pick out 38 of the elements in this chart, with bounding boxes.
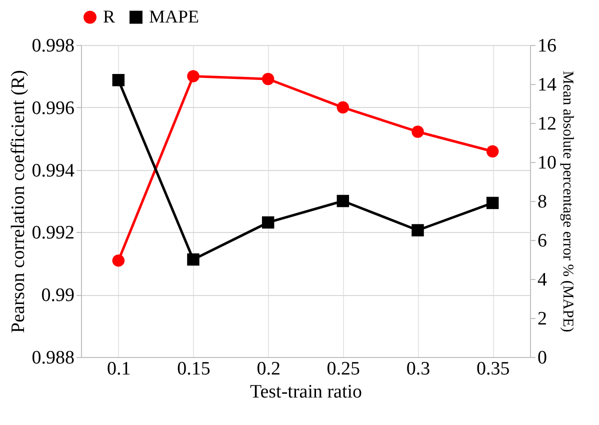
y-tick-label: 0.988	[32, 348, 74, 368]
point	[262, 72, 274, 86]
legend-label: R	[103, 6, 116, 26]
y2-tick-label: 2	[538, 308, 547, 330]
y2-tick-label: 10	[538, 152, 556, 174]
y-tick-label: 0.998	[32, 36, 74, 56]
y-axis-title: Pearson correlation coefficient (R)	[8, 70, 29, 333]
point	[112, 74, 125, 86]
y-tick-label: 0.992	[32, 222, 74, 244]
point	[262, 216, 274, 229]
point	[412, 224, 424, 236]
x-axis-title: Test-train ratio	[250, 382, 362, 402]
y2-tick-label: 16	[538, 36, 556, 56]
y2-tick-label: 12	[538, 114, 556, 134]
x-tick-label: 0.3	[406, 358, 430, 380]
y-tick-label: 0.996	[32, 98, 74, 119]
point	[187, 70, 200, 82]
point	[486, 145, 499, 158]
y-tick-label: 0.994	[32, 160, 75, 182]
y2-tick-label: 14	[538, 74, 557, 96]
y-tick-label: 0.99	[41, 285, 74, 306]
y2-tick-label: 0	[538, 348, 547, 368]
x-tick-label: 0.2	[256, 358, 280, 380]
y2-axis-title: Mean absolute percentage error % (MAPE)	[560, 70, 576, 332]
x-tick-label: 0.1	[107, 358, 131, 380]
y2-tick-label: 8	[538, 192, 547, 212]
point	[112, 254, 125, 267]
x-tick-label: 0.35	[476, 358, 510, 380]
x-tick-label: 0.25	[326, 358, 360, 380]
y2-tick-label: 4	[538, 270, 548, 290]
y2-tick-label: 6	[538, 230, 547, 252]
x-tick-label: 0.15	[177, 358, 210, 380]
point	[187, 253, 200, 266]
point	[412, 126, 424, 138]
legend-label: MAPE	[149, 6, 200, 26]
point	[336, 194, 350, 208]
point	[486, 196, 499, 210]
point	[336, 101, 350, 114]
